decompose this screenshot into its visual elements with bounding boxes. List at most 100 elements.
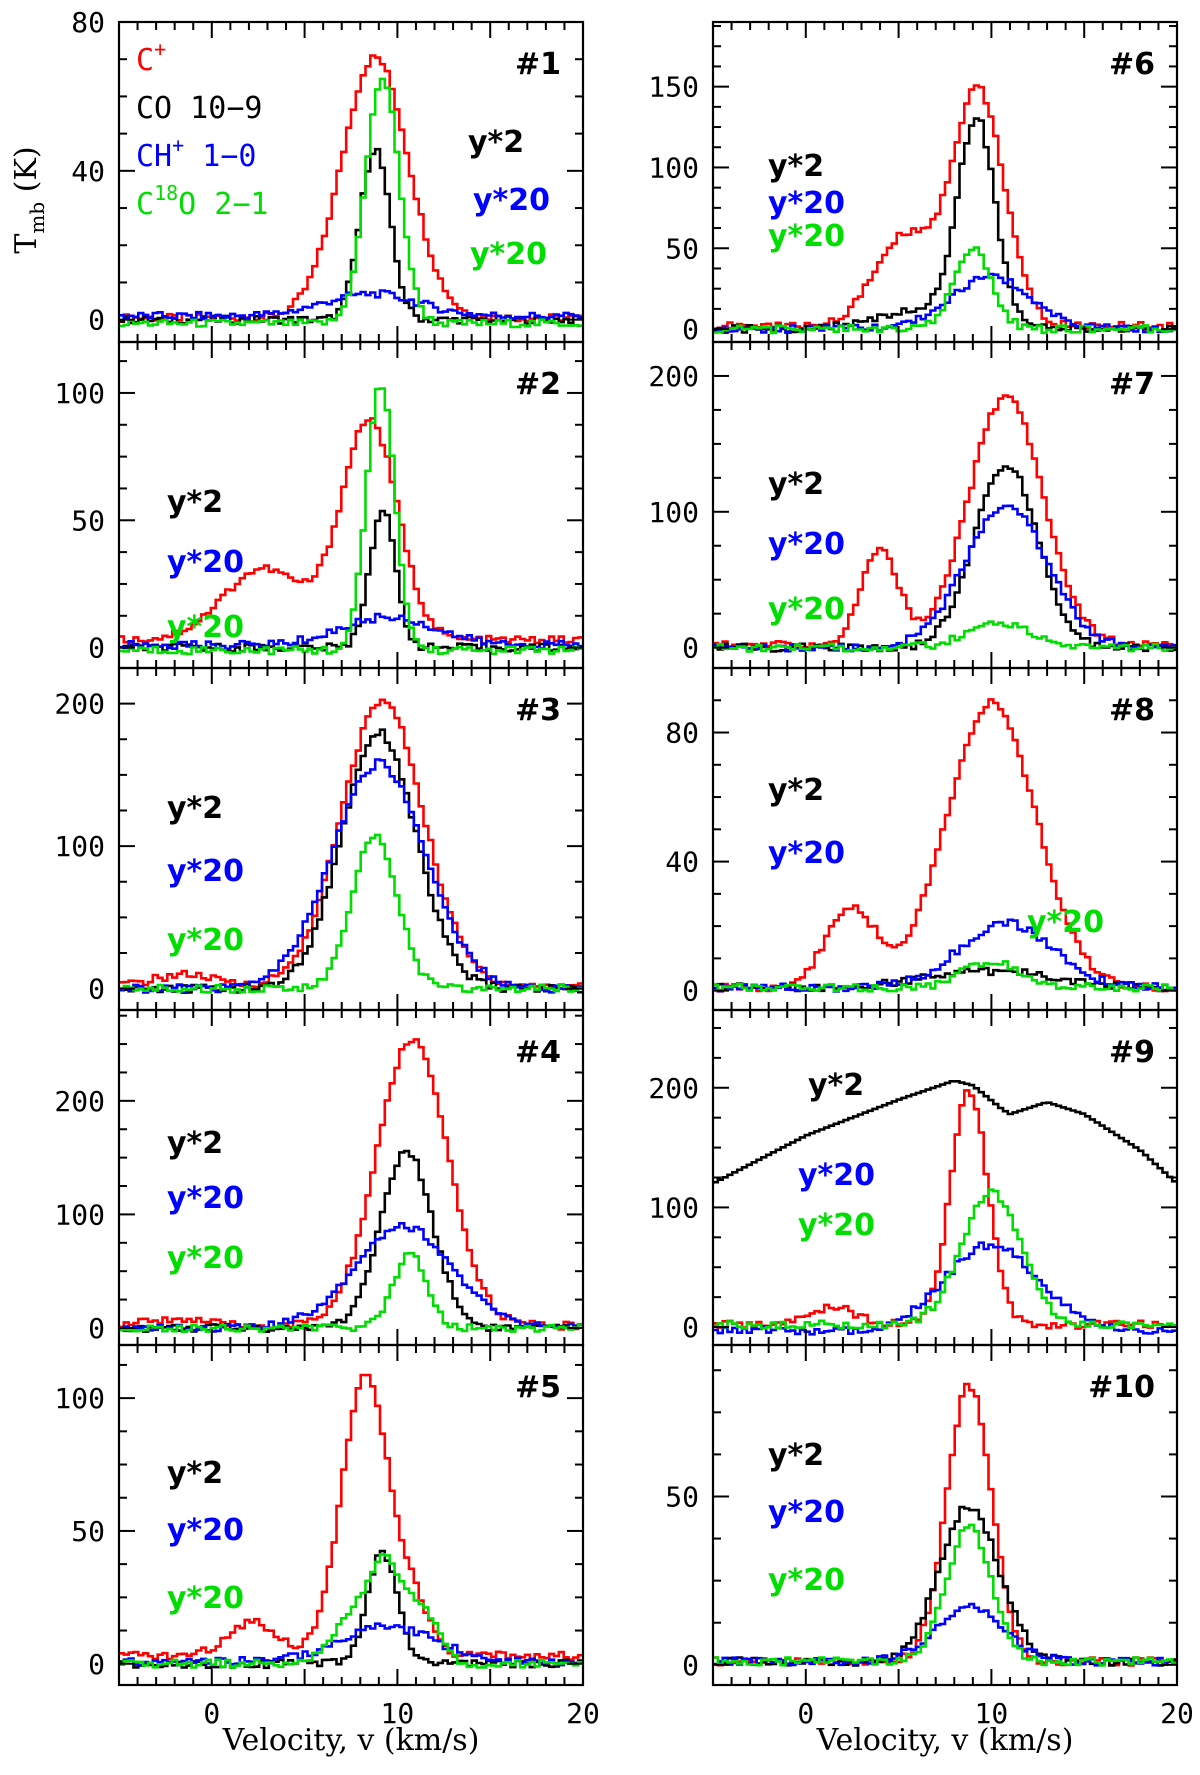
scale-note: y*20 bbox=[768, 836, 845, 871]
y-tick-label: 0 bbox=[88, 304, 105, 337]
legend-rest: −9 bbox=[226, 91, 262, 126]
series-line-c18o bbox=[713, 1188, 1177, 1330]
legend-sup: 18 bbox=[154, 181, 178, 205]
series-line-c18o bbox=[713, 960, 1177, 993]
legend-item: CO 10−9 bbox=[136, 91, 262, 126]
scale-note: y*20 bbox=[167, 1581, 244, 1616]
panel-label: #2 bbox=[515, 367, 561, 402]
y-tick-label: 50 bbox=[665, 1480, 699, 1513]
panel-label: #4 bbox=[515, 1035, 561, 1070]
scale-note: y*20 bbox=[768, 1563, 845, 1598]
panel-frame bbox=[711, 1008, 1179, 1347]
y-tick-label: 0 bbox=[88, 632, 105, 665]
scale-note: y*2 bbox=[768, 149, 824, 184]
x-tick-label: 0 bbox=[797, 1697, 814, 1730]
y-tick-label: 0 bbox=[682, 1649, 699, 1682]
scale-note: y*2 bbox=[167, 485, 223, 520]
panel-8: 0 40 80 #8 y*2 y*20 y*20 bbox=[665, 666, 1179, 1012]
legend-item: C+ bbox=[136, 37, 166, 78]
legend-sup: + bbox=[172, 133, 184, 157]
series-line-ch bbox=[119, 1222, 583, 1333]
y-tick-label: 0 bbox=[682, 1311, 699, 1344]
scale-note: y*20 bbox=[768, 186, 845, 221]
series-line-ch bbox=[713, 504, 1177, 653]
series-line-c18o bbox=[713, 1523, 1177, 1667]
series-line-c18o bbox=[119, 833, 583, 994]
y-tick-label: 100 bbox=[54, 1198, 105, 1231]
y-tick-label: 0 bbox=[88, 1312, 105, 1345]
legend-label: CO 10 bbox=[136, 91, 226, 126]
panel-frame bbox=[117, 666, 585, 1012]
y-tick-label: 100 bbox=[54, 377, 105, 410]
y-tick-label: 100 bbox=[648, 151, 699, 184]
scale-note: y*20 bbox=[768, 592, 845, 627]
panel-label: #3 bbox=[515, 693, 561, 728]
y-tick-label: 100 bbox=[54, 830, 105, 863]
panel-3: 0 100 200 #3 y*2 y*20 y*20 bbox=[54, 666, 585, 1012]
scale-note: y*20 bbox=[1027, 905, 1104, 940]
scale-note: y*20 bbox=[167, 854, 244, 889]
y-title-unit: (K) bbox=[9, 146, 44, 201]
scale-note: y*2 bbox=[167, 1456, 223, 1491]
y-tick-label: 0 bbox=[682, 632, 699, 665]
y-title-main: T bbox=[9, 234, 44, 254]
y-tick-label: 80 bbox=[665, 717, 699, 750]
scale-note: y*2 bbox=[468, 125, 524, 160]
series-line-c bbox=[119, 417, 583, 645]
panel-7: 0 100 200 #7 y*2 y*20 y*20 bbox=[648, 340, 1179, 670]
y-tick-label: 200 bbox=[648, 1072, 699, 1105]
y-tick-label: 100 bbox=[54, 1382, 105, 1415]
legend-label: CH bbox=[136, 139, 172, 174]
scale-note: y*20 bbox=[473, 183, 550, 218]
panel-label: #8 bbox=[1109, 693, 1155, 728]
scale-note: y*20 bbox=[768, 219, 845, 254]
scale-note: y*20 bbox=[470, 237, 547, 272]
panel-4: 0 100 200 #4 y*2 y*20 y*20 bbox=[54, 1008, 585, 1347]
y-tick-label: 50 bbox=[71, 504, 105, 537]
y-tick-label: 150 bbox=[648, 71, 699, 104]
y-tick-label: 0 bbox=[88, 1648, 105, 1681]
scale-note: y*20 bbox=[167, 1241, 244, 1276]
series-line-c bbox=[713, 1089, 1177, 1330]
y-tick-label: 0 bbox=[682, 975, 699, 1008]
panel-label: #7 bbox=[1109, 367, 1155, 402]
scale-note: y*2 bbox=[768, 1438, 824, 1473]
y-tick-label: 40 bbox=[71, 155, 105, 188]
scale-note: y*2 bbox=[768, 467, 824, 502]
legend-rest: 1−0 bbox=[184, 139, 256, 174]
legend-rest: O 2−1 bbox=[178, 187, 268, 222]
y-tick-label: 50 bbox=[665, 232, 699, 265]
y-title-sub: mb bbox=[25, 202, 49, 234]
scale-note: y*2 bbox=[808, 1068, 864, 1103]
legend-item: C18O 2−1 bbox=[136, 181, 268, 222]
scale-note: y*20 bbox=[167, 1181, 244, 1216]
series-line-c18o bbox=[119, 1553, 583, 1669]
scale-note: y*20 bbox=[167, 610, 244, 645]
panel-2: 0 50 100 #2 y*2 y*20 y*20 bbox=[54, 340, 585, 670]
x-tick-label: 20 bbox=[1160, 1697, 1194, 1730]
x-tick-label: 20 bbox=[566, 1697, 600, 1730]
series-line-ch bbox=[713, 918, 1177, 993]
x-axis-title: Velocity, v (km/s) bbox=[222, 1723, 480, 1758]
y-axis-title: Tmb (K) bbox=[9, 146, 49, 253]
legend-label: C bbox=[136, 43, 154, 78]
y-tick-label: 50 bbox=[71, 1515, 105, 1548]
scale-note: y*20 bbox=[798, 1158, 875, 1193]
scale-note: y*20 bbox=[167, 923, 244, 958]
panel-label: #6 bbox=[1109, 47, 1155, 82]
series-line-co bbox=[713, 1080, 1177, 1184]
panel-frame bbox=[711, 1343, 1179, 1687]
legend-item: CH+ 1−0 bbox=[136, 133, 256, 174]
panel-label: #5 bbox=[515, 1370, 561, 1405]
scale-note: y*20 bbox=[798, 1208, 875, 1243]
scale-note: y*20 bbox=[768, 527, 845, 562]
y-tick-label: 80 bbox=[71, 6, 105, 39]
y-tick-label: 200 bbox=[648, 360, 699, 393]
series-line-ch bbox=[713, 1602, 1177, 1667]
x-tick-label: 10 bbox=[381, 1697, 415, 1730]
scale-note: y*2 bbox=[167, 1126, 223, 1161]
panel-5: 0 50 100 0 10 20 #5 y*2 y*20 y*20 bbox=[54, 1343, 600, 1730]
y-tick-label: 200 bbox=[54, 688, 105, 721]
